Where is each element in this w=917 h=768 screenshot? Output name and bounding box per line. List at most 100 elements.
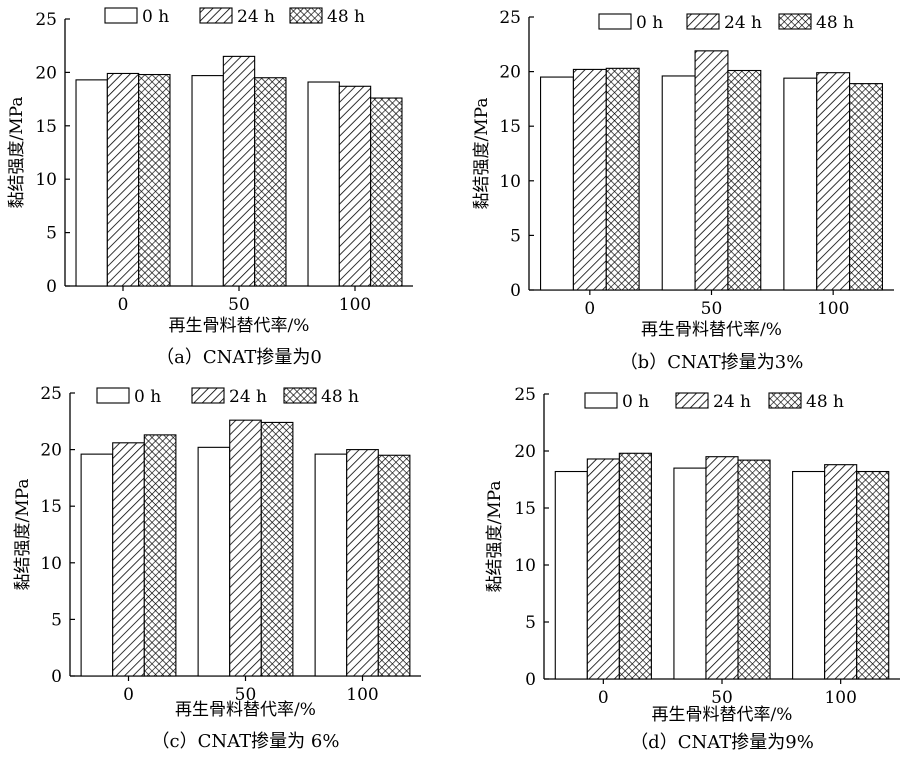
x-axis-title: 再生骨料替代率/% [652, 705, 793, 725]
bar-48h-50 [254, 77, 287, 287]
bar-48h-0 [138, 73, 171, 287]
bar-0h-50 [673, 467, 707, 680]
y-tick-label: 20 [40, 441, 62, 461]
bar-48h-100 [377, 454, 411, 677]
y-axis-title: 黏结强度/MPa [485, 481, 505, 593]
x-tick-label: 100 [339, 295, 371, 315]
legend-swatch-0 [104, 7, 138, 24]
bar-0h-100 [314, 453, 348, 677]
legend-label: 0 h [134, 387, 161, 407]
bar-48h-0 [618, 452, 652, 680]
legend-swatch-1 [199, 7, 233, 24]
bar-24h-50 [694, 50, 729, 291]
y-tick-label: 20 [35, 63, 57, 83]
bar-24h-0 [586, 458, 620, 680]
bar-48h-0 [605, 67, 640, 291]
y-tick-label: 25 [40, 384, 62, 404]
x-tick-label: 0 [123, 685, 134, 705]
y-tick-label: 10 [514, 556, 536, 576]
bar-0h-50 [191, 75, 224, 287]
x-tick-label: 0 [598, 688, 609, 708]
bar-24h-50 [229, 419, 262, 677]
legend-label: 48 h [327, 7, 365, 27]
bar-24h-100 [816, 72, 851, 291]
legend-swatch-2 [289, 7, 323, 24]
bar-24h-0 [106, 72, 140, 287]
panel-caption: （a）CNAT掺量为0 [156, 347, 322, 368]
chart-panel-a: 0 5 10 15 20 25 0 50 100 0 h 24 h 48 h 黏结强度/MPa 再生骨料替… [7, 7, 413, 368]
legend-swatch-0 [96, 387, 130, 404]
y-tick-label: 20 [499, 63, 521, 83]
x-axis-title: 再生骨料替代率/% [641, 320, 782, 340]
legend-label: 24 h [713, 392, 751, 412]
bar-24h-50 [222, 55, 256, 287]
x-tick-label: 50 [701, 299, 723, 319]
panel-caption: （d）CNAT掺量为9% [630, 732, 814, 753]
bar-0h-0 [80, 453, 114, 677]
legend-swatch-0 [598, 13, 632, 30]
legend-swatch-1 [686, 13, 720, 30]
legend-swatch-2 [778, 13, 812, 30]
bar-24h-0 [112, 442, 145, 677]
bar-48h-100 [849, 83, 883, 291]
bar-48h-50 [727, 69, 762, 291]
y-tick-label: 0 [525, 670, 536, 690]
y-tick-label: 0 [510, 281, 521, 301]
y-tick-label: 15 [499, 117, 521, 137]
x-tick-label: 0 [118, 295, 129, 315]
legend-swatch-2 [768, 392, 802, 409]
y-tick-label: 10 [35, 170, 57, 190]
y-tick-label: 5 [46, 224, 57, 244]
legend-swatch-1 [191, 387, 225, 404]
y-tick-label: 10 [499, 172, 521, 192]
x-tick-label: 100 [824, 688, 856, 708]
legend-label: 0 h [636, 13, 663, 33]
legend-label: 24 h [724, 13, 762, 33]
chart-panel-d: 0 5 10 15 20 25 0 50 100 0 h 24 h 48 h 黏结强度/MPa 再生骨料替… [485, 385, 900, 753]
panel-caption: （c）CNAT掺量为 6% [152, 731, 340, 752]
chart-panel-c: 0 5 10 15 20 25 0 50 100 0 h 24 h 48 h 黏结强度/MPa 再生骨料替… [13, 384, 421, 752]
y-tick-label: 25 [514, 385, 536, 405]
bar-24h-100 [824, 464, 858, 680]
bar-0h-0 [554, 470, 588, 680]
y-tick-label: 5 [510, 226, 521, 246]
x-axis-title: 再生骨料替代率/% [175, 700, 316, 720]
legend-swatch-0 [584, 392, 618, 409]
bar-0h-0 [540, 76, 574, 291]
bar-48h-100 [856, 470, 890, 680]
bar-24h-50 [705, 456, 739, 680]
y-tick-label: 20 [514, 442, 536, 462]
bar-0h-100 [307, 81, 340, 287]
y-axis-title: 黏结强度/MPa [13, 479, 33, 591]
y-tick-label: 5 [51, 610, 62, 630]
y-tick-label: 0 [51, 667, 62, 687]
legend-label: 48 h [321, 387, 359, 407]
y-tick-label: 15 [514, 499, 536, 519]
legend-label: 48 h [806, 392, 844, 412]
bar-24h-100 [346, 449, 379, 677]
bar-0h-0 [75, 79, 108, 287]
x-axis-title: 再生骨料替代率/% [169, 316, 310, 336]
bar-0h-50 [661, 75, 696, 291]
chart-panel-b: 0 5 10 15 20 25 0 50 100 0 h 24 h 48 h 黏结强度/MPa 再生骨料替… [472, 8, 894, 373]
x-tick-label: 50 [228, 295, 250, 315]
y-tick-label: 25 [35, 10, 57, 30]
legend-swatch-1 [675, 392, 709, 409]
y-tick-label: 15 [35, 117, 57, 137]
bar-48h-50 [737, 459, 771, 680]
y-tick-label: 5 [525, 613, 536, 633]
x-tick-label: 0 [584, 299, 595, 319]
x-tick-label: 50 [711, 688, 733, 708]
bar-0h-100 [792, 470, 826, 680]
x-tick-label: 50 [235, 685, 257, 705]
y-tick-label: 15 [40, 497, 62, 517]
y-tick-label: 0 [46, 277, 57, 297]
legend-label: 0 h [622, 392, 649, 412]
legend-swatch-2 [283, 387, 317, 404]
y-tick-label: 25 [499, 8, 521, 28]
y-axis-title: 黏结强度/MPa [472, 98, 492, 210]
legend-label: 48 h [816, 13, 854, 33]
bar-24h-0 [572, 68, 607, 291]
bar-24h-100 [338, 85, 372, 287]
legend-label: 24 h [229, 387, 267, 407]
